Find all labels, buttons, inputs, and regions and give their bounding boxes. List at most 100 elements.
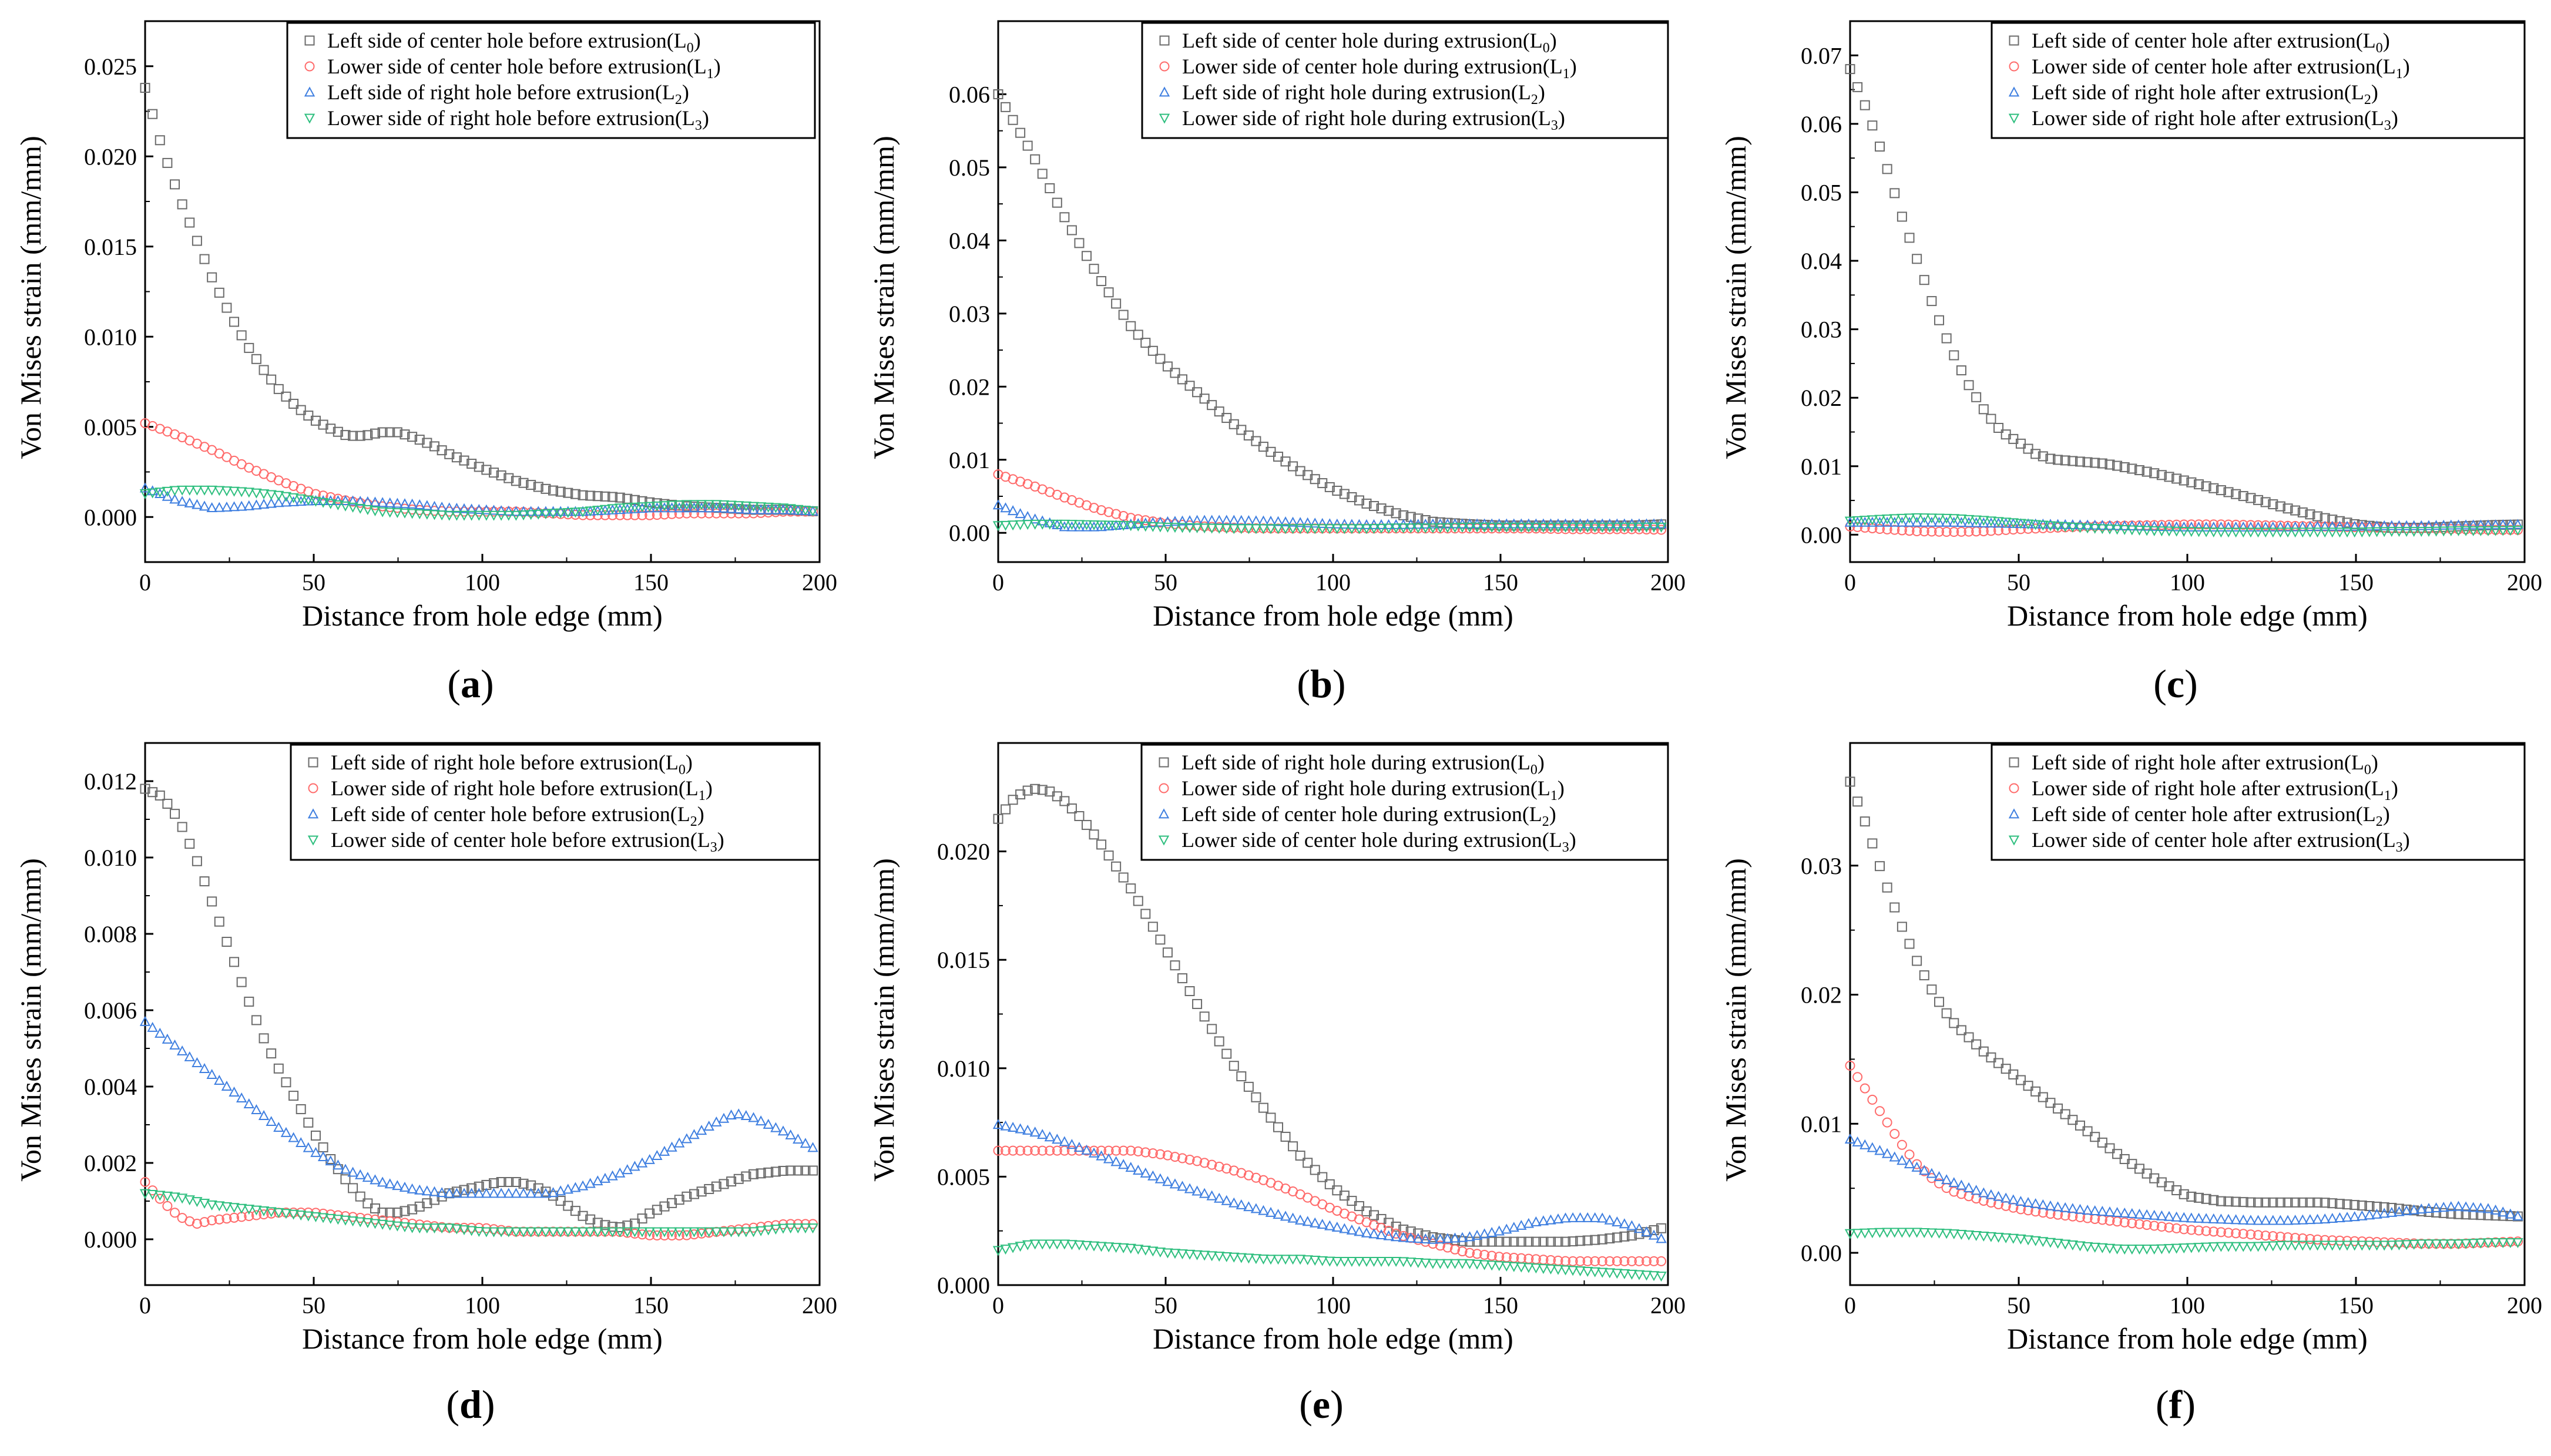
data-point <box>1236 425 1247 435</box>
data-point <box>1897 1139 1907 1150</box>
legend-entry-close: ) <box>694 29 701 52</box>
x-tick-label: 0 <box>992 1292 1004 1319</box>
legend-entry: Left side of center hole after extrusion… <box>2032 29 2390 56</box>
data-point <box>2505 526 2516 536</box>
data-point <box>2030 1236 2041 1246</box>
data-point <box>674 502 685 513</box>
data-point <box>421 500 433 510</box>
data-point <box>1066 1139 1078 1149</box>
data-point <box>347 1216 358 1227</box>
data-point <box>2230 1214 2241 1225</box>
data-point <box>1941 1174 1952 1185</box>
data-point <box>696 1186 707 1197</box>
data-point <box>777 1125 789 1136</box>
data-point <box>2245 1229 2256 1240</box>
data-point <box>1626 1220 1637 1230</box>
y-tick-label: 0.03 <box>949 301 990 327</box>
data-point <box>1199 394 1210 404</box>
data-point <box>1030 154 1040 164</box>
data-point <box>281 1077 291 1088</box>
data-point <box>2275 501 2285 512</box>
data-point <box>2304 521 2316 532</box>
data-point <box>1656 1256 1667 1266</box>
data-point <box>2416 1239 2427 1250</box>
data-point <box>1501 1223 1512 1234</box>
data-point <box>1874 516 1885 527</box>
data-point <box>2408 520 2419 530</box>
data-point <box>2253 527 2264 538</box>
caption-open: ( <box>447 661 461 706</box>
data-point <box>258 489 270 500</box>
data-point <box>2386 1203 2397 1213</box>
data-point <box>1844 516 1856 527</box>
data-point <box>778 1166 788 1176</box>
x-tick-label: 0 <box>992 569 1004 596</box>
data-point <box>1287 524 1298 534</box>
data-point <box>385 427 395 438</box>
legend-entry-text: Left side of right hole during extrusion… <box>1182 80 1531 104</box>
data-point <box>1339 519 1350 529</box>
data-point <box>400 1206 410 1216</box>
data-point <box>1897 211 1907 222</box>
data-point <box>2067 519 2079 529</box>
data-point <box>2342 517 2352 528</box>
data-point <box>2216 1196 2226 1206</box>
data-point <box>2327 520 2338 531</box>
data-point <box>1941 1229 1952 1239</box>
data-point <box>1523 523 1534 534</box>
data-point <box>770 1225 781 1235</box>
data-point <box>2320 1240 2331 1251</box>
data-point <box>1361 524 1372 534</box>
data-point <box>2179 1224 2189 1235</box>
data-point <box>2067 456 2078 466</box>
data-point <box>1369 501 1379 512</box>
data-point <box>2149 1245 2160 1255</box>
data-point <box>2156 526 2167 537</box>
data-point <box>615 492 625 503</box>
data-point <box>1852 522 1863 532</box>
data-point <box>474 1181 484 1192</box>
data-point <box>488 1227 499 1238</box>
data-point <box>2201 1193 2211 1204</box>
data-point <box>1015 508 1026 519</box>
data-point <box>2090 458 2100 468</box>
data-point <box>1140 1167 1151 1178</box>
data-point <box>1022 140 1033 151</box>
data-point <box>481 504 492 515</box>
data-point <box>244 996 254 1007</box>
data-point <box>1993 1191 2004 1201</box>
data-point <box>2194 1225 2204 1236</box>
data-point <box>206 1200 217 1210</box>
data-point <box>2112 1216 2123 1227</box>
data-point <box>1398 1232 1409 1242</box>
data-point <box>1369 1210 1379 1220</box>
data-point <box>2171 526 2182 537</box>
data-point <box>2149 468 2160 479</box>
data-point <box>622 1164 633 1175</box>
data-point <box>540 1188 552 1198</box>
legend-entry-subscript: 3 <box>2396 840 2403 855</box>
data-point <box>1963 380 1974 391</box>
data-point <box>1243 1081 1254 1092</box>
data-point <box>2297 1240 2308 1251</box>
data-point <box>2490 519 2501 530</box>
data-point <box>1324 1256 1335 1267</box>
data-point <box>1243 1253 1254 1264</box>
data-point <box>236 487 247 497</box>
legend-marker <box>308 757 318 768</box>
data-point <box>1509 1236 1519 1247</box>
data-point <box>1985 517 1997 528</box>
data-point <box>303 411 314 421</box>
data-point <box>1656 524 1667 535</box>
data-point <box>2401 527 2412 537</box>
data-point <box>1449 1244 1460 1255</box>
data-point <box>674 1195 684 1205</box>
data-point <box>2268 499 2278 510</box>
data-point <box>444 449 455 459</box>
data-point <box>1486 523 1497 534</box>
data-point <box>2297 1214 2308 1225</box>
data-point <box>1302 1216 1313 1226</box>
data-point <box>214 916 224 927</box>
legend-entry-text: Left side of right hole during extrusion… <box>1181 751 1530 774</box>
data-point <box>2112 1149 2123 1159</box>
